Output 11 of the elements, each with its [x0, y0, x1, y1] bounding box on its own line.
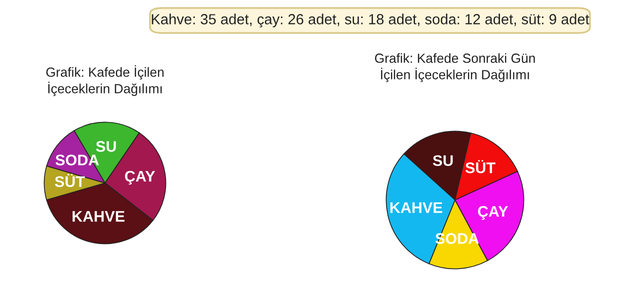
slice-label: SÜT — [465, 160, 496, 174]
slice-label: ÇAY — [125, 170, 156, 185]
slice-label: SU — [96, 141, 116, 152]
slice-label: ÇAY — [478, 206, 508, 220]
slice-label: SU — [432, 155, 453, 166]
text: Kahve: 35 adet, çay: 26 adet, su: 18 adet, soda: 12 adet, süt: 9 adet — [152, 14, 590, 28]
slice-label: KAHVE — [390, 202, 442, 213]
chart-title: Grafik: Kafede İçilen İçeceklerin Dağılımı — [46, 65, 164, 96]
chart-title: Grafik: Kafede Sonraki Gün İçilen İçeceklerin Dağılımı — [374, 53, 535, 82]
slice-label: SÜT — [54, 174, 85, 188]
slice-label: KAHVE — [72, 211, 124, 222]
